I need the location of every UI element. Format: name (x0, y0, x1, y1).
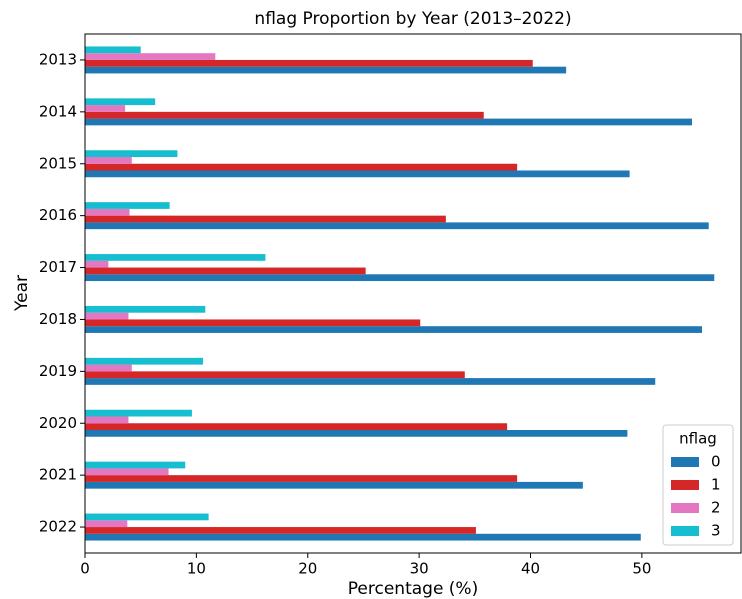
bar (85, 260, 109, 268)
bar (85, 105, 126, 112)
x-tick-label: 50 (632, 560, 651, 578)
y-axis-label: Year (12, 275, 32, 312)
bar (85, 163, 518, 171)
bar (85, 53, 216, 60)
legend-label: 0 (711, 453, 721, 471)
bar (85, 118, 692, 126)
bar (85, 215, 446, 223)
bar (85, 513, 209, 521)
bar (85, 222, 709, 230)
y-tick-label: 2020 (39, 414, 77, 432)
y-tick-label: 2022 (39, 518, 77, 536)
x-tick-label: 10 (187, 560, 206, 578)
bar (85, 357, 204, 365)
legend-label: 1 (711, 476, 721, 494)
bar (85, 267, 366, 275)
bar (85, 409, 192, 417)
legend-swatch (671, 526, 699, 536)
bar (85, 66, 567, 74)
bar (85, 157, 132, 164)
bar (85, 533, 641, 541)
bar (85, 274, 715, 282)
legend-swatch (671, 503, 699, 513)
bar (85, 305, 206, 313)
x-tick-label: 20 (298, 560, 317, 578)
legend-label: 2 (711, 499, 721, 517)
bar (85, 423, 508, 430)
plot-frame (84, 33, 742, 554)
bar (85, 208, 130, 216)
bar (85, 111, 484, 119)
x-axis-label: Percentage (%) (348, 579, 478, 599)
x-tick-label: 40 (521, 560, 540, 578)
legend-swatch (671, 457, 699, 467)
bar (85, 475, 518, 482)
y-tick-label: 2018 (39, 310, 77, 328)
legend-title: nflag (679, 430, 717, 448)
bar (85, 364, 132, 372)
bar (85, 416, 129, 424)
bar (85, 312, 129, 320)
bar (85, 202, 170, 209)
bar (85, 371, 465, 379)
bar (85, 98, 156, 106)
legend-label: 3 (711, 522, 721, 540)
bar (85, 461, 186, 469)
x-tick-label: 0 (80, 560, 90, 578)
y-tick-label: 2014 (39, 102, 77, 120)
bar (85, 254, 266, 261)
y-tick-label: 2019 (39, 362, 77, 380)
y-tick-label: 2017 (39, 258, 77, 276)
y-tick-label: 2021 (39, 466, 77, 484)
bar (85, 319, 421, 327)
bar (85, 59, 533, 67)
bar (85, 170, 630, 178)
bar (85, 150, 178, 158)
chart-title: nflag Proportion by Year (2013–2022) (254, 9, 571, 29)
bar (85, 468, 169, 476)
bar (85, 481, 583, 489)
bar (85, 46, 141, 54)
y-tick-label: 2016 (39, 206, 77, 224)
y-tick-label: 2013 (39, 50, 77, 68)
legend-swatch (671, 480, 699, 490)
bar (85, 527, 476, 534)
bar (85, 326, 703, 333)
y-tick-label: 2015 (39, 154, 77, 172)
bar (85, 520, 128, 528)
bar (85, 429, 628, 437)
bar (85, 378, 656, 385)
x-tick-label: 30 (410, 560, 429, 578)
